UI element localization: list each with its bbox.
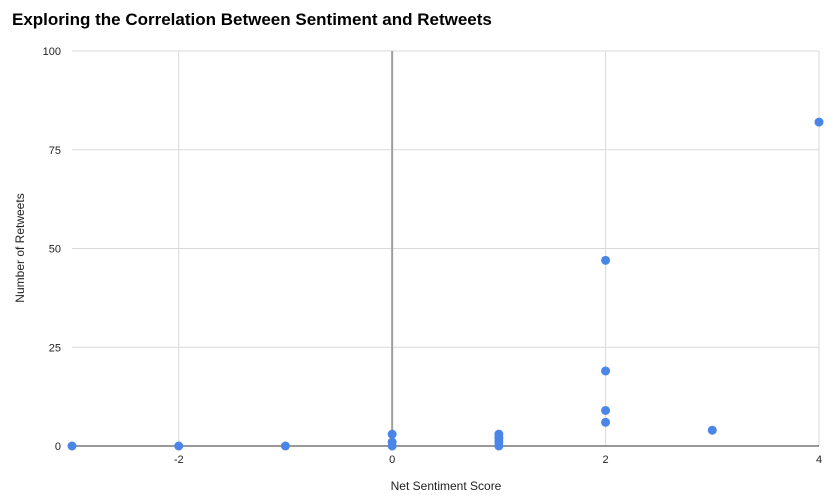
x-tick-label: 2 xyxy=(603,454,609,466)
data-point xyxy=(387,441,397,451)
chart-title: Exploring the Correlation Between Sentim… xyxy=(12,10,492,29)
data-point xyxy=(280,441,290,451)
data-point xyxy=(601,405,611,415)
data-point xyxy=(387,429,397,439)
data-point xyxy=(174,441,184,451)
x-axis-label: Net Sentiment Score xyxy=(391,479,502,493)
data-point xyxy=(601,366,611,376)
data-point xyxy=(67,441,77,451)
y-tick-label: 75 xyxy=(49,145,61,157)
grid-lines xyxy=(72,50,820,447)
data-point xyxy=(601,417,611,427)
y-tick-label: 0 xyxy=(55,441,61,453)
y-tick-label: 25 xyxy=(49,342,61,354)
y-tick-label: 100 xyxy=(43,46,61,58)
data-point xyxy=(707,425,717,435)
y-tick-label: 50 xyxy=(49,244,61,256)
data-point xyxy=(494,441,504,451)
y-axis-label: Number of Retweets xyxy=(13,193,27,302)
x-tick-label: 0 xyxy=(389,454,395,466)
data-point xyxy=(814,117,824,127)
data-points xyxy=(67,117,824,451)
x-tick-label: -2 xyxy=(174,454,184,466)
tick-labels: 0 25 50 75 100 -2 0 2 4 xyxy=(43,46,822,466)
data-point xyxy=(601,255,611,265)
x-tick-label: 4 xyxy=(816,454,822,466)
